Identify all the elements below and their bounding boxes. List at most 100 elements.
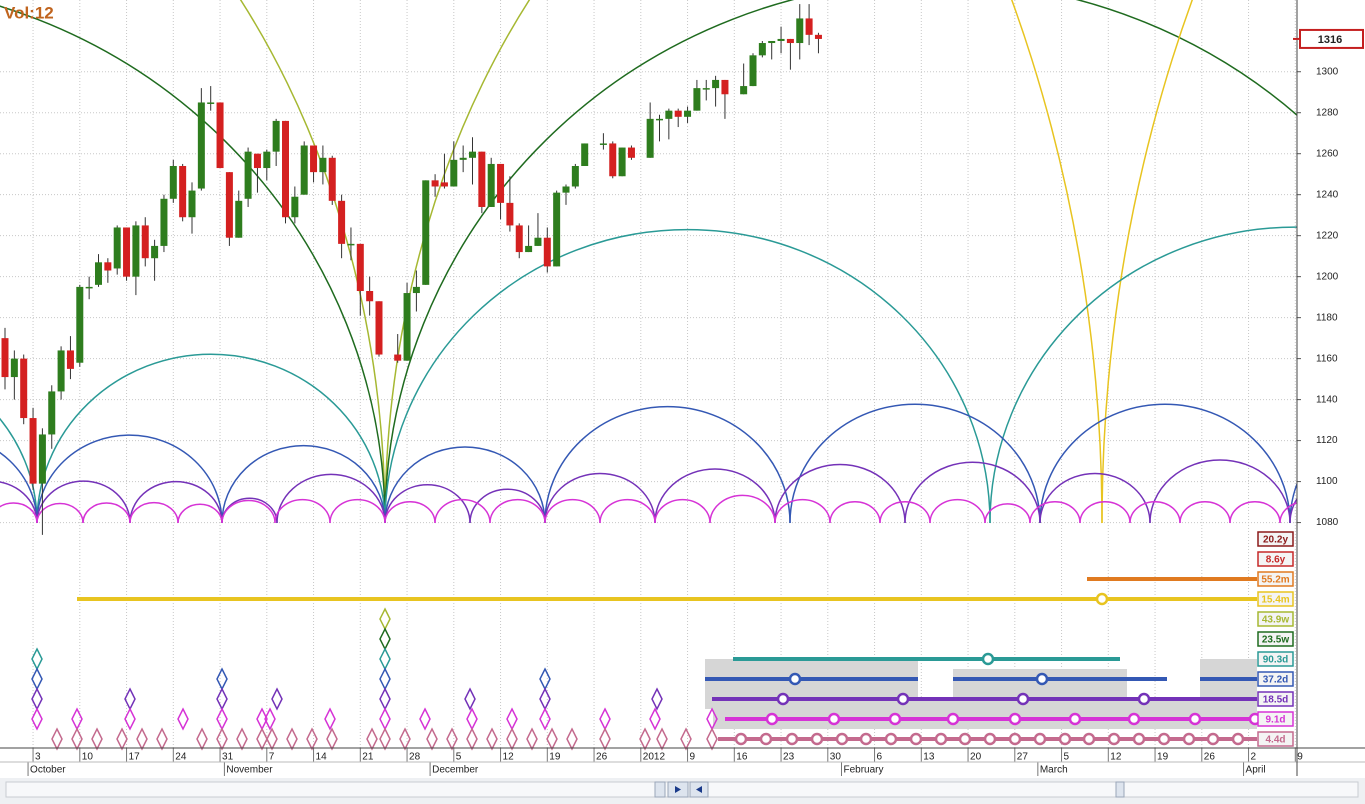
x-tick-label: 17 — [129, 752, 141, 763]
trough-diamond — [326, 727, 338, 751]
grid — [0, 0, 1297, 748]
cycle-arc — [1179, 501, 1231, 524]
cycle-node — [909, 732, 923, 746]
x-tick-label: 26 — [596, 752, 608, 763]
candle-body — [581, 143, 589, 166]
cycle-node — [958, 732, 972, 746]
candle-body — [169, 165, 177, 199]
trough-diamond — [264, 707, 276, 731]
y-tick-label: 1080 — [1316, 517, 1339, 528]
cycle-arc — [1039, 472, 1151, 524]
candle-body — [57, 350, 65, 392]
cycle-arc — [1149, 459, 1291, 524]
cycle-arc — [36, 480, 131, 524]
trough-diamond — [196, 727, 208, 751]
candle-body — [113, 227, 121, 269]
y-tick-label: 1100 — [1316, 476, 1338, 487]
cycle-node — [1035, 672, 1049, 686]
cycle-arc — [0, 502, 38, 524]
cycle-node — [1008, 712, 1022, 726]
cycle-arc — [904, 461, 1041, 524]
trough-diamond — [366, 727, 378, 751]
candle-body — [412, 286, 420, 294]
candle-body — [469, 151, 476, 158]
cycle-label-box — [1257, 611, 1294, 627]
cycle-node — [1107, 732, 1121, 746]
trough-diamond — [51, 727, 63, 751]
y-tick-label: 1240 — [1316, 189, 1339, 200]
trough-diamond — [136, 727, 148, 751]
cycle-arc — [984, 503, 1031, 524]
candle-body — [618, 147, 626, 177]
x-tick-label: 9 — [690, 752, 696, 763]
y-tick-label: 1160 — [1316, 353, 1338, 364]
x-tick-label: 9 — [1297, 752, 1303, 763]
x-tick-label: 12 — [1110, 752, 1122, 763]
cycle-node — [859, 732, 873, 746]
candle-body — [85, 286, 93, 289]
candle-body — [66, 350, 74, 369]
cycle-node — [1132, 732, 1146, 746]
cycle-node — [1016, 692, 1030, 706]
candle-body — [225, 172, 233, 238]
candle-body — [487, 163, 495, 207]
x-tick-label: 2012 — [643, 752, 666, 763]
cycle-arc — [1129, 501, 1181, 524]
cycle-arc — [599, 498, 656, 524]
x-tick-label: 30 — [830, 752, 842, 763]
cycle-node — [1068, 712, 1082, 726]
x-tick-label: 5 — [456, 752, 462, 763]
trough-diamond — [91, 727, 103, 751]
x-tick-label: 26 — [1204, 752, 1216, 763]
cycle-label-box — [1257, 651, 1294, 667]
candle-body — [319, 157, 327, 173]
month-label: March — [1040, 765, 1068, 776]
x-tick-label: 20 — [970, 752, 982, 763]
cycle-arc — [129, 501, 179, 524]
trough-diamond — [506, 727, 518, 751]
candles — [1, 4, 822, 535]
cycle-node — [1095, 592, 1109, 606]
candle-body — [768, 40, 776, 44]
scrollbar[interactable] — [0, 778, 1365, 804]
cycle-arc — [544, 498, 601, 524]
cycle-arc — [384, 484, 471, 524]
x-tick-label: 6 — [877, 752, 883, 763]
cycle-panel: 20.2y 8.6y 55.2m 15.4m 43.9w 23.5w 90.3d 37.2d 1… — [31, 531, 1294, 751]
x-tick-label: 24 — [175, 752, 187, 763]
candle-body — [478, 151, 486, 207]
candle-body — [291, 196, 299, 218]
cycle-node — [1082, 732, 1096, 746]
candle-body — [188, 190, 196, 218]
candle-body — [263, 151, 271, 169]
x-tick-label: 2 — [1251, 752, 1257, 763]
candle-body — [665, 110, 673, 119]
trough-diamond — [71, 727, 83, 751]
y-tick-label: 1260 — [1316, 148, 1339, 159]
cycle-arc — [829, 501, 881, 524]
candle-body — [534, 237, 542, 246]
candle-body — [310, 145, 318, 173]
scroll-button[interactable] — [654, 781, 666, 798]
trough-diamond — [399, 727, 411, 751]
candle-body — [179, 165, 187, 218]
cycle-label-box — [1257, 631, 1294, 647]
candle-body — [1, 338, 9, 378]
trough-diamond — [256, 727, 268, 751]
candle-body — [758, 43, 766, 56]
x-tick-label: 27 — [1017, 752, 1029, 763]
trough-diamond — [379, 727, 391, 751]
candle-body — [450, 159, 458, 187]
candle-body — [740, 86, 748, 95]
scroll-thumb[interactable] — [1115, 781, 1125, 798]
candle-body — [712, 79, 720, 89]
candle-body — [272, 120, 280, 152]
candle-body — [141, 225, 149, 259]
trough-diamond — [539, 707, 551, 731]
trough-diamond — [526, 727, 538, 751]
candle-body — [702, 88, 710, 90]
cycle-arc — [0, 5, 386, 524]
candle-body — [506, 202, 514, 226]
cycle-node — [734, 732, 748, 746]
